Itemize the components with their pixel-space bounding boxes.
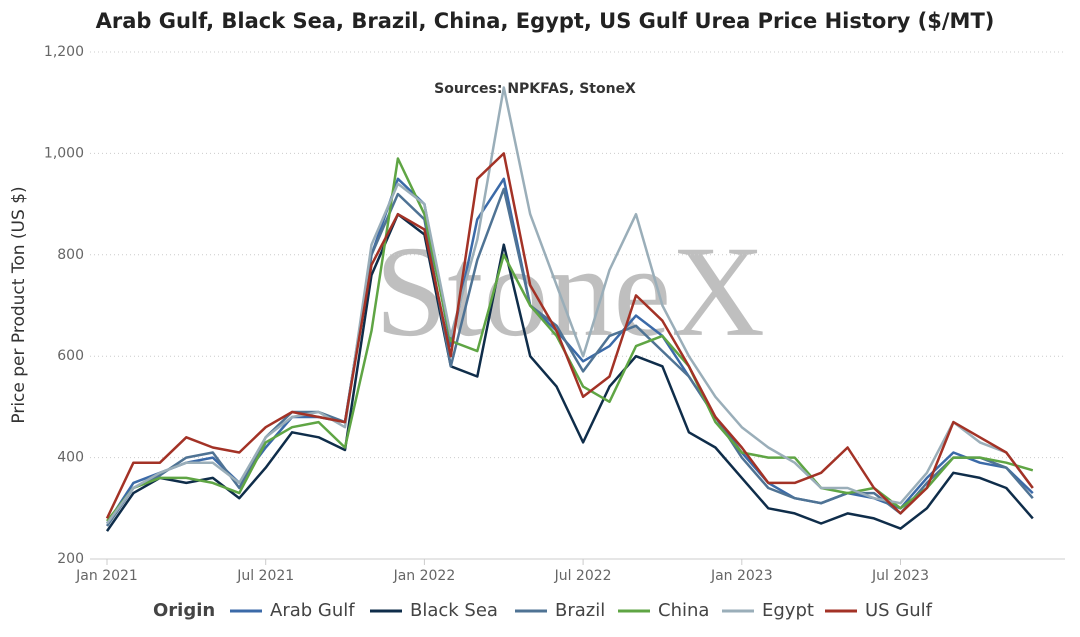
legend-label: US Gulf bbox=[865, 600, 933, 621]
y-tick-label: 800 bbox=[57, 247, 84, 263]
legend-label: Egypt bbox=[762, 600, 814, 621]
series-line bbox=[105, 152, 1034, 519]
x-tick-label: Jul 2021 bbox=[236, 568, 294, 584]
x-tick-label: Jul 2023 bbox=[871, 568, 929, 584]
y-tick-label: 1,200 bbox=[44, 44, 84, 60]
y-axis-label: Price per Product Ton (US $) bbox=[9, 186, 29, 423]
legend-label: Brazil bbox=[555, 600, 605, 621]
legend-title: Origin bbox=[153, 600, 215, 621]
legend-label: Black Sea bbox=[410, 600, 498, 621]
y-tick-label: 200 bbox=[57, 551, 84, 567]
series-line bbox=[105, 86, 1034, 525]
chart-subtitle: Sources: NPKFAS, StoneX bbox=[434, 81, 636, 97]
legend-label: China bbox=[658, 600, 709, 621]
watermark: StoneX bbox=[375, 220, 765, 364]
x-tick-label: Jan 2021 bbox=[75, 568, 138, 584]
x-tick-label: Jan 2023 bbox=[710, 568, 773, 584]
y-tick-label: 600 bbox=[57, 348, 84, 364]
y-tick-label: 400 bbox=[57, 450, 84, 466]
y-tick-label: 1,000 bbox=[44, 145, 84, 161]
chart-title: Arab Gulf, Black Sea, Brazil, China, Egy… bbox=[96, 9, 995, 33]
series-line bbox=[105, 212, 1034, 532]
x-tick-label: Jul 2022 bbox=[554, 568, 612, 584]
x-tick-label: Jan 2022 bbox=[393, 568, 456, 584]
legend-label: Arab Gulf bbox=[270, 600, 355, 621]
